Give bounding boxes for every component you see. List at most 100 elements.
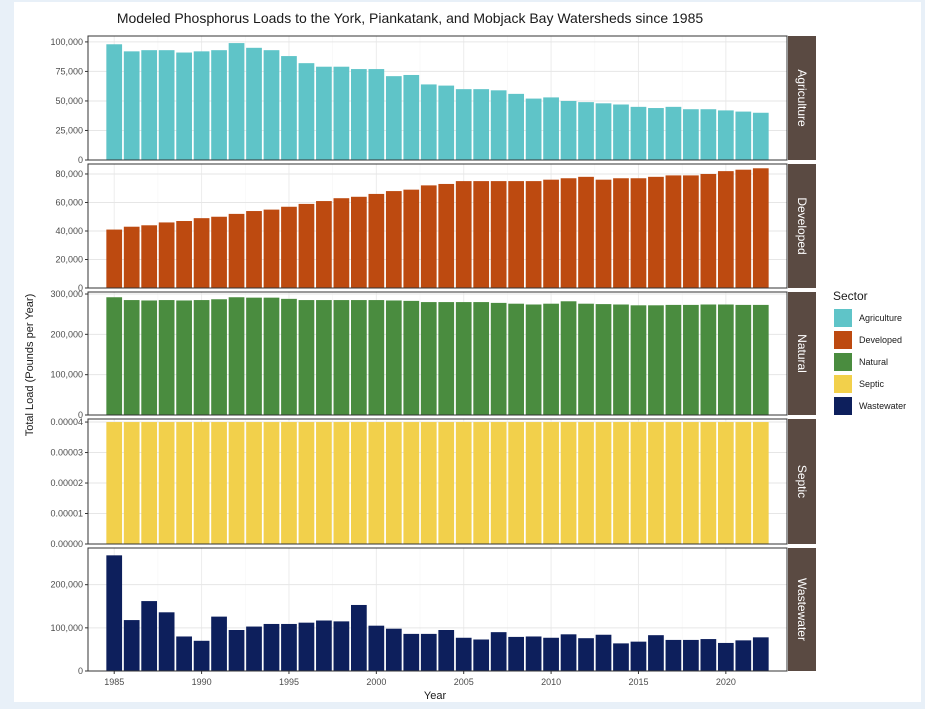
bar-wastewater-2009 [525,636,542,671]
bar-developed-2014 [613,178,629,288]
bar-wastewater-2018 [683,639,699,671]
bar-developed-2000 [368,193,385,288]
bar-agriculture-1994 [263,50,280,160]
legend-item-natural: Natural [834,353,888,371]
chart-title: Modeled Phosphorus Loads to the York, Pi… [117,10,704,26]
legend-title: Sector [833,289,868,303]
bar-agriculture-2003 [420,84,437,160]
bar-agriculture-1995 [281,56,297,161]
bar-septic-2015 [630,422,647,544]
bar-developed-1994 [263,209,280,288]
bar-agriculture-1998 [333,66,350,160]
bar-natural-1990 [193,300,210,415]
bar-wastewater-2019 [700,639,717,671]
bar-wastewater-1986 [123,620,140,671]
bar-natural-2015 [630,305,647,415]
bar-natural-1994 [263,297,280,415]
bar-agriculture-1991 [211,50,227,160]
bar-agriculture-2000 [368,69,385,160]
bar-agriculture-2007 [490,90,507,160]
bar-agriculture-1985 [106,44,123,161]
bar-developed-2018 [683,175,699,288]
bar-developed-2019 [700,173,717,288]
panel-border [87,163,788,289]
y-tick-label: 0.00004 [50,417,83,427]
facet-strip [788,292,816,415]
bar-septic-2019 [700,422,717,544]
y-tick-label: 0.00000 [50,539,83,549]
y-tick-label: 25,000 [55,125,83,135]
bar-natural-2013 [595,304,612,415]
bar-septic-2005 [455,422,472,544]
bar-developed-2011 [560,178,577,288]
y-tick-label: 0 [78,155,83,165]
bar-septic-2018 [683,422,699,544]
bar-septic-2003 [420,422,437,544]
bar-septic-2022 [752,422,769,544]
bar-agriculture-1997 [316,66,332,160]
bar-wastewater-1997 [316,620,332,671]
bar-natural-1988 [158,300,175,415]
facet-strip-label: Natural [795,334,809,373]
bar-wastewater-1994 [263,623,280,671]
bar-developed-1989 [176,221,192,288]
bar-natural-2018 [683,304,699,415]
bar-agriculture-2010 [543,97,559,160]
y-tick-label: 0.00001 [50,509,83,519]
bar-developed-2003 [420,185,437,288]
x-tick-label: 2020 [716,677,736,687]
bar-septic-1992 [228,422,245,544]
bar-wastewater-2020 [717,642,734,671]
bar-agriculture-2002 [403,74,420,160]
bar-agriculture-2006 [473,89,490,160]
panel-border [87,547,788,672]
bar-wastewater-1992 [228,630,245,671]
bar-natural-2012 [578,303,594,415]
bar-wastewater-2011 [560,634,577,671]
legend-swatch [834,309,852,327]
bar-septic-2001 [385,422,402,544]
bar-wastewater-1996 [298,622,315,671]
bar-septic-2012 [578,422,594,544]
bar-developed-2016 [648,176,664,288]
bar-septic-2020 [717,422,734,544]
bar-septic-1995 [281,422,297,544]
bar-wastewater-2022 [752,637,769,671]
facet-strip-label: Septic [795,465,809,498]
bar-agriculture-2009 [525,98,542,160]
bar-agriculture-2005 [455,89,472,160]
bar-wastewater-2015 [630,641,647,671]
bar-natural-2004 [438,302,455,415]
bar-natural-2006 [473,302,490,415]
bar-natural-2022 [752,304,769,415]
legend-swatch [834,375,852,393]
y-tick-label: 60,000 [55,197,83,207]
bar-wastewater-2008 [508,636,525,671]
bar-developed-2007 [490,181,507,288]
bar-developed-1996 [298,203,315,288]
bar-wastewater-1995 [281,623,297,671]
bar-wastewater-2016 [648,635,664,671]
x-tick-label: 2005 [454,677,474,687]
y-tick-label: 50,000 [55,96,83,106]
bar-developed-2004 [438,183,455,288]
legend-label: Natural [859,357,888,367]
bar-septic-1994 [263,422,280,544]
x-tick-label: 2000 [366,677,386,687]
x-axis-label: Year [424,690,447,702]
facet-panels: 0 25,000 50,000 75,000 100,000 Agriculture 0 20… [50,35,816,676]
bar-agriculture-2018 [683,109,699,160]
bar-developed-1998 [333,198,350,288]
bar-septic-1988 [158,422,175,544]
bar-developed-2002 [403,189,420,288]
bar-developed-2009 [525,181,542,288]
bar-developed-2017 [665,175,682,288]
bar-wastewater-2007 [490,632,507,671]
bar-natural-2010 [543,303,559,415]
bar-developed-1987 [141,225,158,288]
bar-septic-2016 [648,422,664,544]
y-tick-label: 0 [78,410,83,420]
bar-agriculture-2017 [665,106,682,160]
bar-wastewater-1993 [246,626,262,671]
